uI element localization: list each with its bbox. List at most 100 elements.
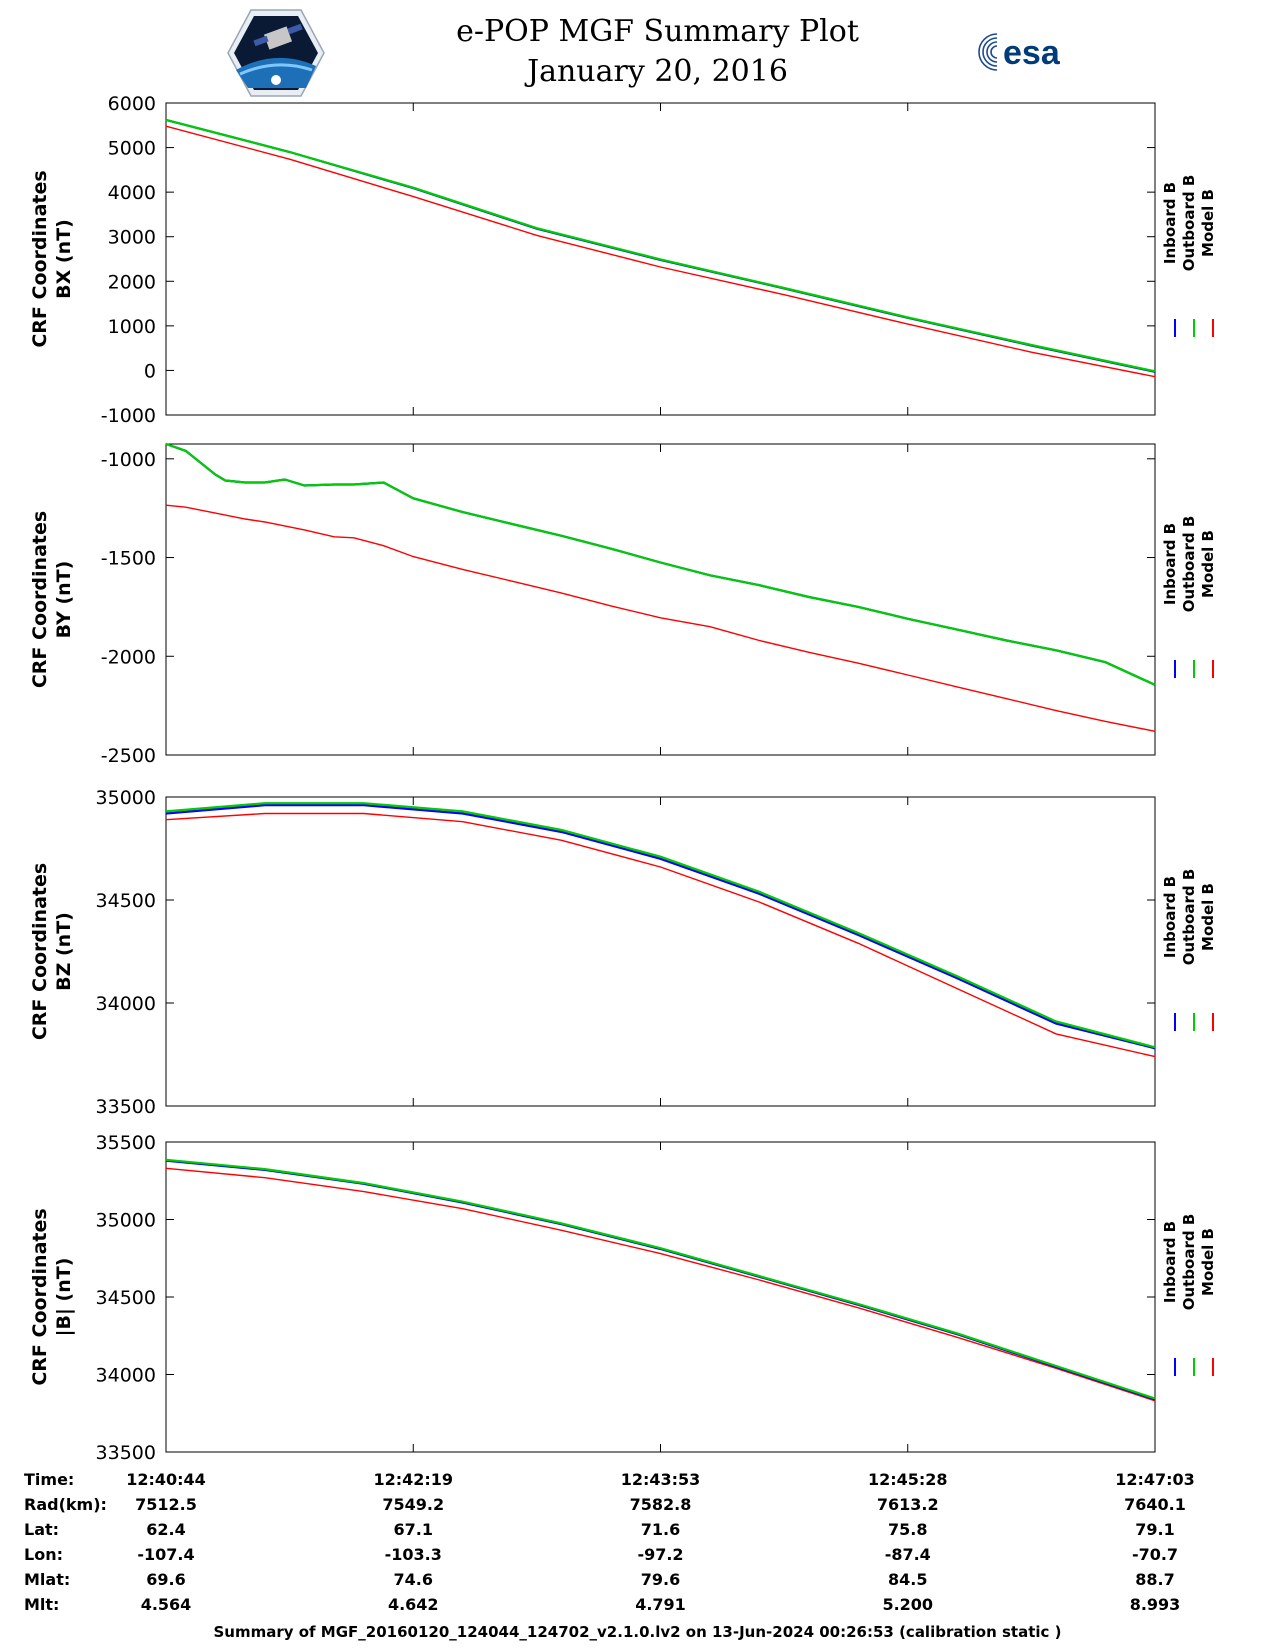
footer-row-label: Lon: <box>24 1545 63 1564</box>
footer-value: 4.791 <box>635 1595 686 1614</box>
y-tick-label: -1000 <box>101 449 156 471</box>
y-tick-label: 35000 <box>96 787 156 809</box>
plot-frame <box>165 796 1156 1107</box>
footer-value: 67.1 <box>393 1520 433 1539</box>
y-axis-label-units: BX (nT) <box>53 219 75 299</box>
y-tick-label: 35500 <box>96 1132 156 1154</box>
footer-value: 7582.8 <box>629 1495 692 1514</box>
series-line-outboard-b <box>165 118 1156 373</box>
legend-label: Inboard B <box>1161 182 1179 264</box>
y-tick-label: -2500 <box>101 745 156 767</box>
y-tick-label: -2000 <box>101 646 156 668</box>
y-tick-label: 2000 <box>108 271 156 293</box>
y-axis-label-units: BY (nT) <box>53 561 75 639</box>
y-axis-label: CRF Coordinates <box>29 170 51 347</box>
footer-value: 7549.2 <box>382 1495 445 1514</box>
series-line-inboard-b <box>165 1159 1156 1401</box>
y-tick-label: 34500 <box>96 890 156 912</box>
series-line-outboard-b <box>165 1158 1156 1400</box>
footer-value: 79.6 <box>640 1570 681 1589</box>
legend-label: Inboard B <box>1161 1221 1179 1303</box>
y-tick-label: 33500 <box>96 1442 156 1464</box>
series-line-model-b <box>165 125 1156 378</box>
footer-value: 12:47:03 <box>1115 1470 1195 1489</box>
plot-title: e-POP MGF Summary Plot <box>456 14 859 49</box>
y-axis-label: CRF Coordinates <box>29 511 51 688</box>
y-tick-label: 35000 <box>96 1210 156 1232</box>
legend-label: Outboard B <box>1180 516 1198 613</box>
series-line-model-b <box>165 1167 1156 1402</box>
y-tick-label: 1000 <box>108 316 156 338</box>
chart-panel-4: 35500 35000 34500 34000 33500 CRF Coordinates… <box>29 1132 1217 1464</box>
y-axis-label: CRF Coordinates <box>29 863 51 1040</box>
footer-value: -103.3 <box>384 1545 442 1564</box>
footer-value: -97.2 <box>637 1545 684 1564</box>
series-line-outboard-b <box>165 442 1156 686</box>
esa-logo: esa <box>975 30 1095 75</box>
footer-value: 75.8 <box>888 1520 928 1539</box>
plot-frame <box>165 1141 1156 1453</box>
cassiope-mission-logo <box>227 9 325 97</box>
plot-date: January 20, 2016 <box>527 54 788 89</box>
footer-value: 4.564 <box>140 1595 192 1614</box>
footer-row-label: Mlat: <box>24 1570 71 1589</box>
y-tick-label: 6000 <box>108 93 156 115</box>
footer-value: -70.7 <box>1131 1545 1179 1564</box>
footer-value: 79.1 <box>1135 1520 1175 1539</box>
legend-label: Model B <box>1199 189 1217 257</box>
footer-value: 62.4 <box>146 1520 186 1539</box>
footer-value: 71.6 <box>640 1520 681 1539</box>
footer-value: 12:42:19 <box>373 1470 454 1489</box>
footer-row-label: Rad(km): <box>24 1495 107 1514</box>
footer-row-label: Mlt: <box>24 1595 60 1614</box>
footer-value: 8.993 <box>1129 1595 1181 1614</box>
footer-value: 7512.5 <box>135 1495 197 1514</box>
series-line-inboard-b <box>165 804 1156 1050</box>
legend-label: Outboard B <box>1180 175 1198 272</box>
footer-value: 12:40:44 <box>126 1470 206 1489</box>
footer-value: 74.6 <box>393 1570 433 1589</box>
legend-label: Model B <box>1199 1228 1217 1296</box>
footer-value: 12:45:28 <box>867 1470 948 1489</box>
y-tick-label: 3000 <box>108 227 156 249</box>
footer-value: 12:43:53 <box>620 1470 701 1489</box>
series-line-model-b <box>165 812 1156 1058</box>
y-tick-label: 33500 <box>96 1096 156 1118</box>
series-line-inboard-b <box>165 442 1156 686</box>
series-line-model-b <box>165 504 1156 732</box>
chart-panel-2: -1000 -1500 -2000 -2500 CRF Coordinates BY (n… <box>29 442 1217 767</box>
y-tick-label: 4000 <box>108 182 156 204</box>
y-tick-label: 34500 <box>96 1287 156 1309</box>
legend-label: Outboard B <box>1180 869 1198 966</box>
y-tick-label: -1500 <box>101 548 156 570</box>
footer-value: 7613.2 <box>876 1495 939 1514</box>
footer-value: 5.200 <box>882 1595 934 1614</box>
chart-panel-1: 6000 5000 4000 3000 2000 1000 0 -1000 CRF Coordi… <box>29 93 1217 427</box>
esa-logo-text: esa <box>1003 34 1061 72</box>
footer-value: -107.4 <box>137 1545 195 1564</box>
y-tick-label: 5000 <box>108 138 156 160</box>
summary-footnote: Summary of MGF_20160120_124044_124702_v2… <box>213 1623 1062 1641</box>
footer-value: 88.7 <box>1135 1570 1175 1589</box>
y-axis-label-units: |B| (nT) <box>53 1258 75 1337</box>
footer-value: 84.5 <box>888 1570 928 1589</box>
footer-value: 7640.1 <box>1124 1495 1186 1514</box>
footer-value: 4.642 <box>387 1595 439 1614</box>
y-axis-label: CRF Coordinates <box>29 1208 51 1385</box>
footer-row-label: Time: <box>24 1470 75 1489</box>
footer-value: -87.4 <box>884 1545 931 1564</box>
footer-row-label: Lat: <box>24 1520 60 1539</box>
legend-label: Model B <box>1199 530 1217 598</box>
y-tick-label: -1000 <box>101 405 156 427</box>
series-line-inboard-b <box>165 118 1156 373</box>
plot-frame <box>165 443 1156 756</box>
y-tick-label: 0 <box>144 360 156 382</box>
legend-label: Model B <box>1199 883 1217 951</box>
y-tick-label: 34000 <box>96 993 156 1015</box>
y-tick-label: 34000 <box>96 1365 156 1387</box>
legend-label: Inboard B <box>1161 523 1179 605</box>
chart-panel-3: 35000 34500 34000 33500 CRF Coordinates BZ (n… <box>29 787 1217 1118</box>
legend-label: Outboard B <box>1180 1214 1198 1311</box>
y-axis-label-units: BZ (nT) <box>53 912 75 991</box>
